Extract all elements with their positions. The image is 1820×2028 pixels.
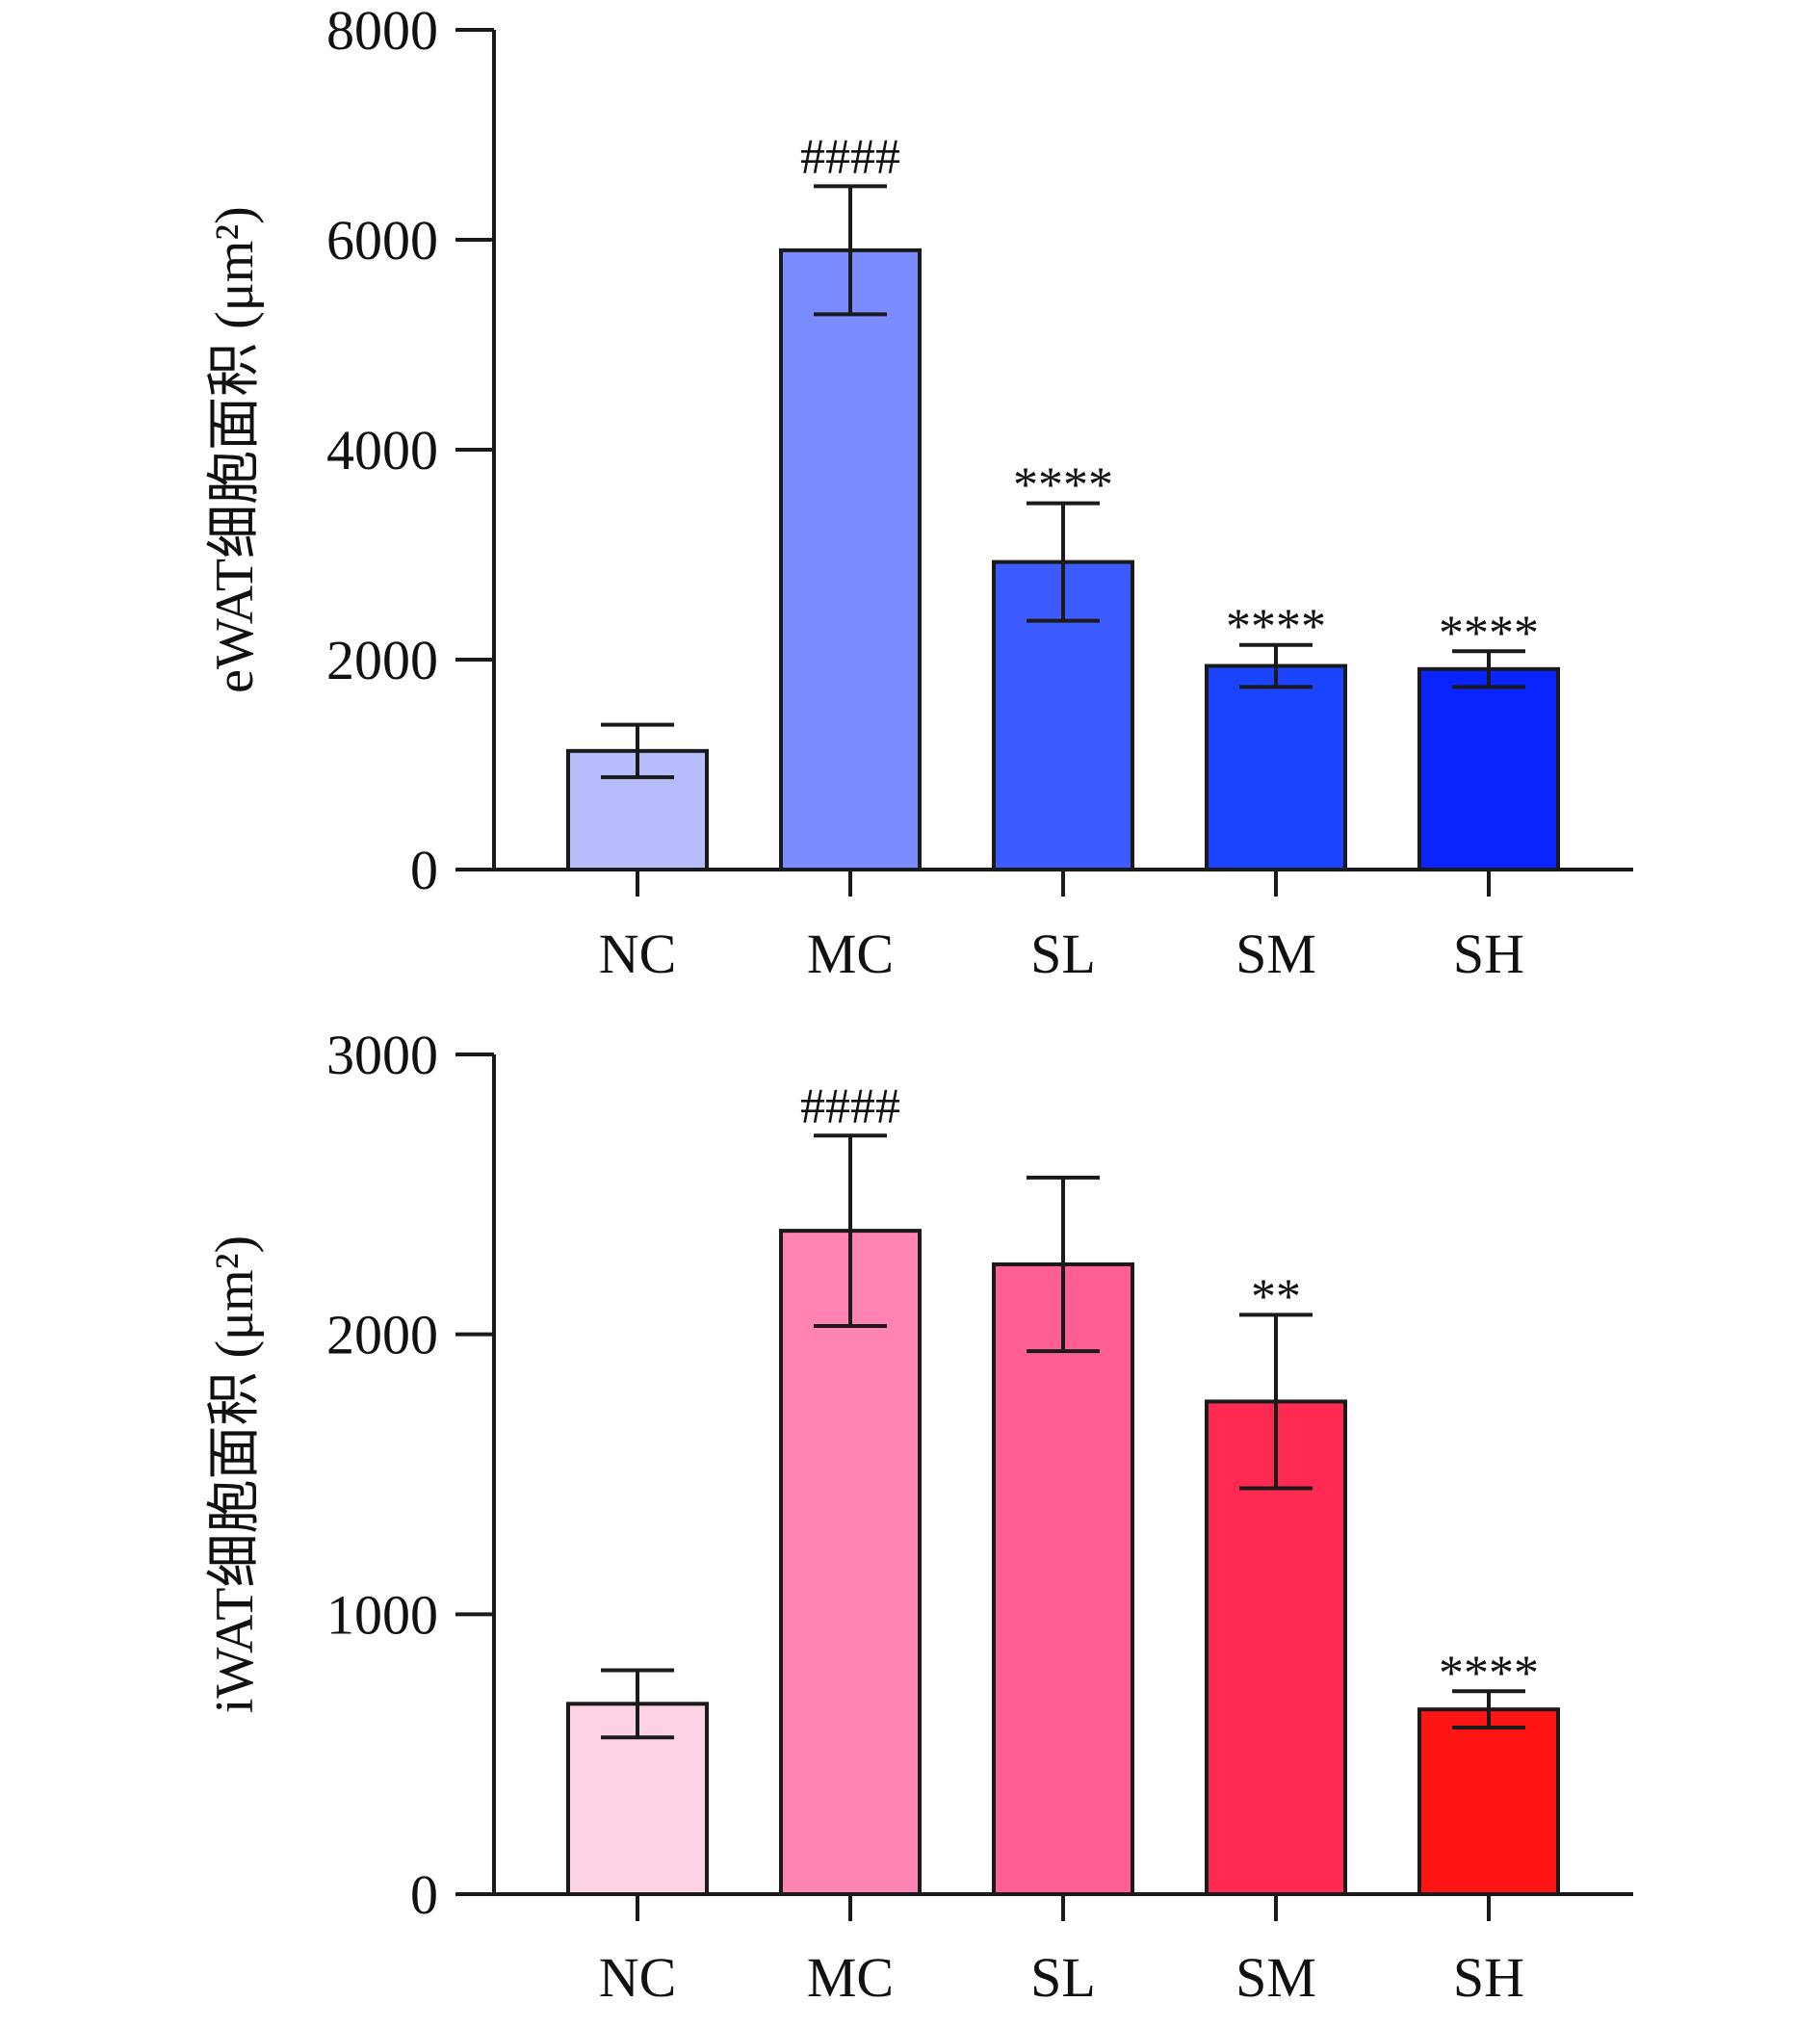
- ewat-category-label-sl: SL: [1030, 923, 1096, 985]
- ewat-y-tick-label: 0: [410, 839, 438, 901]
- ewat-y-axis-title: eWAT细胞面积 (μm²): [205, 206, 265, 693]
- ewat-chart-panel: #### **** **** **** 0 2000 4000 6000 8000 NC MC SL S…: [205, 0, 1633, 985]
- iwat-significance-label-sm: **: [1251, 1269, 1301, 1324]
- ewat-bar-sh: [1417, 666, 1560, 871]
- ewat-y-tick-label: 8000: [326, 0, 438, 62]
- iwat-y-tick-label: 1000: [326, 1583, 438, 1646]
- iwat-y-tick-label: 2000: [326, 1304, 438, 1366]
- ewat-category-label-nc: NC: [599, 923, 677, 985]
- iwat-y-axis-title: iWAT细胞面积 (μm²): [205, 1235, 265, 1713]
- ewat-category-label-sh: SH: [1453, 923, 1524, 985]
- iwat-bar-sl: [992, 1262, 1134, 1896]
- ewat-error-bar-sm: [1239, 642, 1313, 689]
- iwat-y-tick-label: 3000: [326, 1024, 438, 1086]
- iwat-error-bar-sl: [1027, 1175, 1100, 1354]
- ewat-significance-label-mc: ####: [800, 129, 900, 184]
- iwat-error-bar-mc: [814, 1133, 887, 1328]
- iwat-significance-label-sh: ****: [1439, 1646, 1539, 1701]
- ewat-significance-label-sm: ****: [1226, 600, 1326, 655]
- iwat-y-tick-label: 0: [410, 1863, 438, 1926]
- ewat-error-bar-sh: [1452, 649, 1525, 689]
- iwat-bar-sh: [1417, 1707, 1560, 1897]
- ewat-bar-mc: [779, 247, 922, 871]
- iwat-category-label-mc: MC: [807, 1946, 894, 2009]
- ewat-error-bar-mc: [814, 184, 887, 317]
- ewat-significance-label-sl: ****: [1013, 458, 1113, 513]
- ewat-category-label-mc: MC: [807, 923, 894, 985]
- ewat-error-bar-nc: [601, 722, 674, 780]
- ewat-significance-label-sh: ****: [1439, 606, 1539, 661]
- iwat-error-bar-nc: [601, 1668, 674, 1740]
- iwat-error-bar-sh: [1452, 1689, 1525, 1730]
- iwat-category-label-sm: SM: [1235, 1946, 1316, 2009]
- iwat-error-bar-sm: [1239, 1313, 1313, 1491]
- iwat-category-label-sh: SH: [1453, 1946, 1524, 2009]
- ewat-y-tick-label: 2000: [326, 629, 438, 691]
- iwat-category-label-nc: NC: [599, 1946, 677, 2009]
- ewat-error-bar-sl: [1027, 501, 1100, 623]
- ewat-y-tick-label: 6000: [326, 209, 438, 272]
- ewat-bar-sm: [1205, 663, 1347, 871]
- iwat-category-label-sl: SL: [1030, 1946, 1096, 2009]
- iwat-significance-label-mc: ####: [800, 1079, 900, 1133]
- iwat-bar-mc: [779, 1229, 922, 1896]
- ewat-y-tick-label: 4000: [326, 419, 438, 481]
- ewat-category-label-sm: SM: [1235, 923, 1316, 985]
